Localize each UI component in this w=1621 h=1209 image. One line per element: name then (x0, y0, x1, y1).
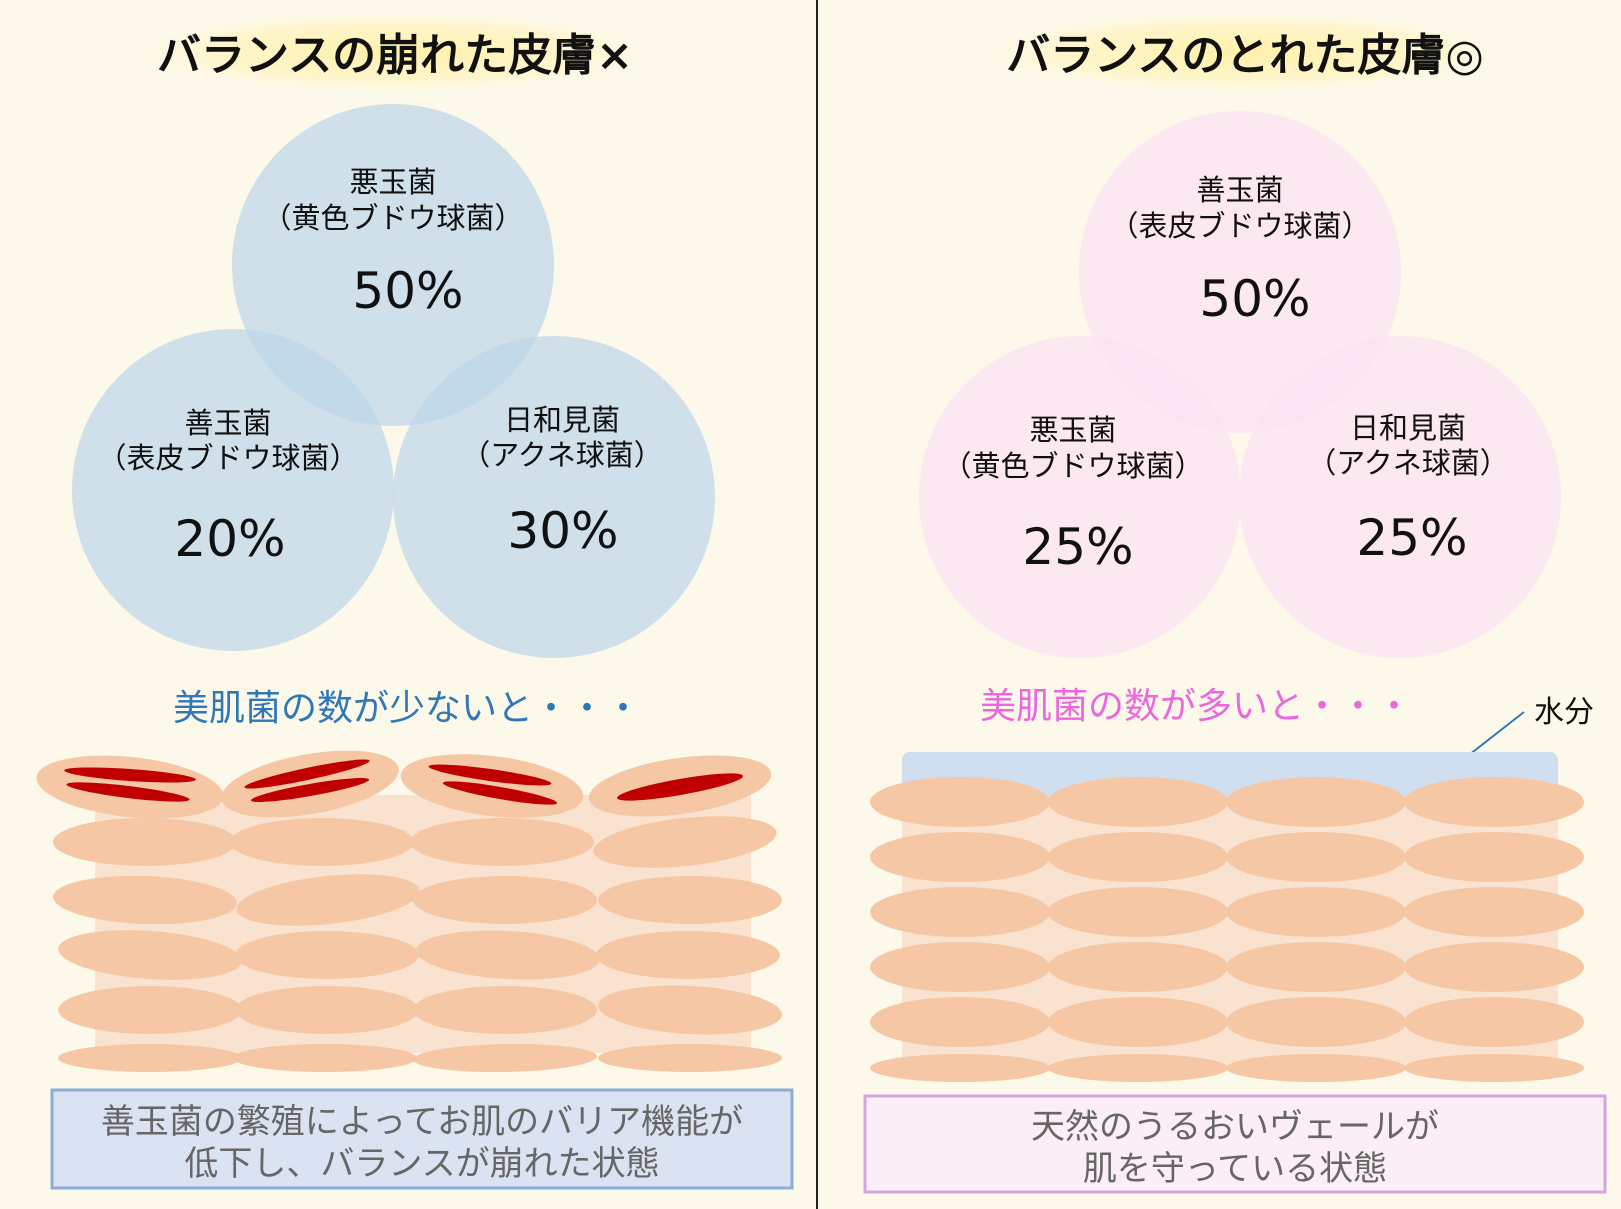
right-skin-cell (1226, 997, 1406, 1047)
left-venn: 悪玉菌 （黄色ブドウ球菌） 50% 善玉菌 （表皮ブドウ球菌） 20% 日和見菌… (72, 104, 715, 658)
right-skin-cell (1048, 832, 1228, 882)
left-circle-bad-percent: 50% (352, 262, 463, 320)
left-skin-cell (413, 876, 597, 924)
left-caption-box (50, 1088, 794, 1190)
left-skin-cells (53, 816, 782, 1073)
left-skin-cell (598, 1044, 782, 1072)
left-circle-good-species: （表皮ブドウ球菌） (97, 441, 358, 475)
right-skin-cell (1404, 887, 1584, 937)
right-circle-bad-species: （黄色ブドウ球菌） (942, 449, 1203, 483)
right-skin-cell (1404, 942, 1584, 992)
right-skin (870, 752, 1584, 1082)
left-skin-cell (413, 1043, 597, 1073)
right-subtitle: 美肌菌の数が多いと・・・ (980, 686, 1412, 727)
inflamed-streak (64, 767, 196, 783)
left-circle-neutral (393, 336, 715, 658)
left-skin-cell (230, 818, 414, 866)
left-circle-bad (232, 104, 554, 426)
right-circle-good-percent: 50% (1199, 270, 1310, 328)
right-venn: 善玉菌 （表皮ブドウ球菌） 50% 悪玉菌 （黄色ブドウ球菌） 25% 日和見菌… (919, 111, 1561, 658)
right-skin-cell (870, 1054, 1050, 1082)
right-skin-cell (1226, 832, 1406, 882)
left-circle-neutral-species: （アクネ球菌） (461, 438, 663, 472)
left-skin-cell (410, 818, 594, 866)
right-circle-good (1079, 111, 1401, 433)
left-subtitle: 美肌菌の数が少ないと・・・ (173, 688, 641, 729)
left-skin-cell (593, 816, 777, 868)
left-skin-cell (53, 875, 237, 925)
right-skin-cell (1048, 997, 1228, 1047)
right-circle-neutral-name: 日和見菌 (1350, 411, 1466, 445)
left-skin-cell (413, 986, 597, 1034)
right-skin-cell (1048, 777, 1228, 827)
right-skin-cell (1404, 832, 1584, 882)
left-skin-cell (58, 930, 242, 980)
water-label: 水分 (1534, 695, 1594, 730)
left-skin-cell (596, 931, 780, 979)
left-skin-cell (58, 1044, 242, 1072)
left-skin-cell (58, 986, 242, 1034)
left-skin-cell (53, 818, 237, 866)
left-circle-neutral-percent: 30% (507, 502, 618, 560)
left-caption-line1: 善玉菌の繁殖によってお肌のバリア機能が (101, 1102, 743, 1142)
right-title: バランスのとれた皮膚◎ (1006, 30, 1484, 81)
right-skin-cell (1226, 887, 1406, 937)
right-skin-cell (1226, 1054, 1406, 1082)
left-panel: バランスの崩れた皮膚× 悪玉菌 （黄色ブドウ球菌） 50% 善玉菌 （表皮ブドウ… (36, 10, 794, 1190)
left-circle-bad-name: 悪玉菌 (349, 165, 436, 199)
left-skin-cell (236, 874, 420, 926)
right-skin-cell (1048, 887, 1228, 937)
right-circle-bad (919, 336, 1241, 658)
right-panel: バランスのとれた皮膚◎ 善玉菌 （表皮ブドウ球菌） 50% 悪玉菌 （黄色ブドウ… (863, 10, 1607, 1194)
right-skin-cell (870, 832, 1050, 882)
right-skin-cell (870, 777, 1050, 827)
right-circle-bad-name: 悪玉菌 (1029, 413, 1116, 447)
left-skin-cell (233, 1044, 417, 1072)
right-caption-line1: 天然のうるおいヴェールが (1031, 1107, 1439, 1147)
right-caption-box (863, 1094, 1607, 1194)
left-circle-good (72, 329, 394, 651)
left-skin (36, 750, 782, 1073)
left-skin-cell (235, 986, 419, 1034)
inflamed-streak (66, 782, 190, 802)
right-circle-neutral-species: （アクネ球菌） (1307, 446, 1509, 480)
right-skin-cell (870, 997, 1050, 1047)
inflamed-streak (616, 773, 744, 801)
right-skin-cell (870, 942, 1050, 992)
right-skin-cell (1404, 997, 1584, 1047)
left-skin-cell (235, 931, 419, 979)
left-circle-neutral-name: 日和見菌 (504, 403, 620, 437)
inflamed-streak (244, 759, 370, 789)
right-skin-cell (1226, 942, 1406, 992)
left-title: バランスの崩れた皮膚× (157, 30, 633, 81)
right-circle-good-species: （表皮ブドウ球菌） (1109, 209, 1370, 243)
right-caption-line2: 肌を守っている状態 (1083, 1149, 1387, 1189)
left-skin-cell (416, 930, 600, 980)
right-title-glow (975, 10, 1515, 94)
inflamed-streak (442, 781, 558, 805)
right-skin-cell (1226, 777, 1406, 827)
left-circle-bad-species: （黄色ブドウ球菌） (262, 201, 523, 235)
right-circle-bad-percent: 25% (1022, 518, 1133, 576)
left-skin-cell (598, 985, 782, 1035)
inflamed-streak (250, 778, 370, 802)
right-skin-cell (1048, 1054, 1228, 1082)
left-title-glow (125, 10, 665, 94)
right-skin-cell (1404, 777, 1584, 827)
right-skin-cells (870, 777, 1584, 1082)
inflamed-streak (428, 764, 552, 786)
right-skin-cell (870, 887, 1050, 937)
left-caption-line2: 低下し、バランスが崩れた状態 (184, 1144, 659, 1184)
right-circle-neutral-percent: 25% (1356, 509, 1467, 567)
left-skin-cell (598, 876, 782, 924)
left-circle-good-name: 善玉菌 (184, 406, 271, 440)
left-circle-good-percent: 20% (174, 510, 285, 568)
right-circle-neutral (1239, 336, 1561, 658)
right-skin-cell (1048, 942, 1228, 992)
right-circle-good-name: 善玉菌 (1196, 173, 1283, 207)
right-skin-cell (1404, 1054, 1584, 1082)
